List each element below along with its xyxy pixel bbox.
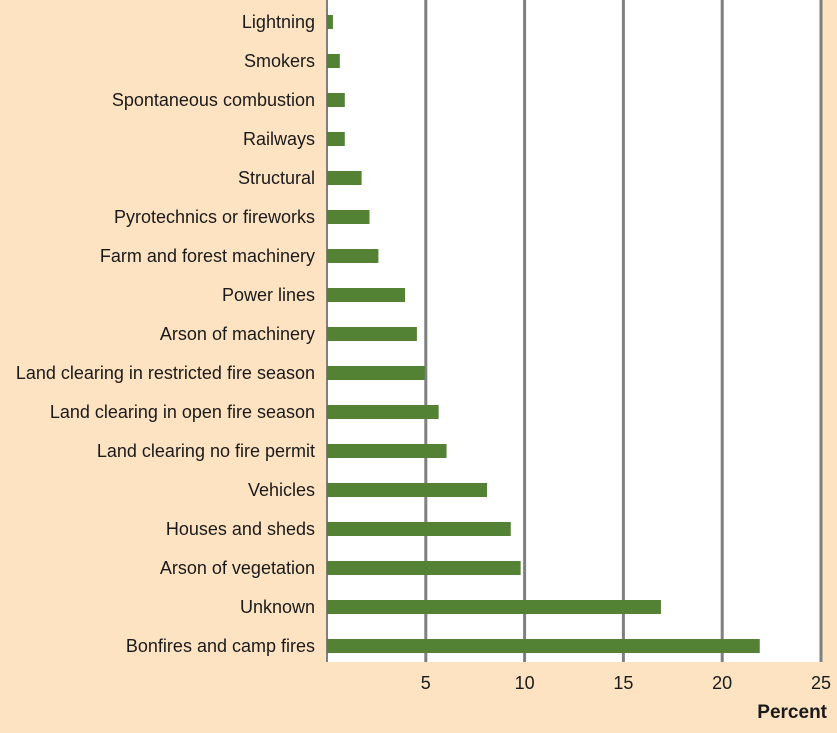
category-label: Land clearing no fire permit bbox=[97, 441, 315, 461]
bars bbox=[327, 15, 760, 653]
category-label: Bonfires and camp fires bbox=[126, 636, 315, 656]
x-tick-label: 15 bbox=[613, 673, 633, 693]
category-label: Power lines bbox=[222, 285, 315, 305]
bar bbox=[327, 639, 760, 653]
bar bbox=[327, 444, 447, 458]
bar bbox=[327, 327, 417, 341]
x-tick-label: 5 bbox=[421, 673, 431, 693]
bar bbox=[327, 600, 661, 614]
bar bbox=[327, 132, 345, 146]
bar bbox=[327, 93, 345, 107]
category-label: Unknown bbox=[240, 597, 315, 617]
bar bbox=[327, 561, 521, 575]
x-axis-title: Percent bbox=[757, 702, 827, 723]
category-label: Spontaneous combustion bbox=[112, 90, 315, 110]
bar bbox=[327, 15, 333, 29]
bar bbox=[327, 210, 370, 224]
x-tick-label: 10 bbox=[515, 673, 535, 693]
category-labels: Lightning Smokers Spontaneous combustion Ra… bbox=[16, 12, 315, 656]
bar bbox=[327, 288, 406, 302]
category-label: Land clearing in open fire season bbox=[50, 402, 315, 422]
category-label: Vehicles bbox=[248, 480, 315, 500]
bar bbox=[327, 249, 379, 263]
category-label: Houses and sheds bbox=[166, 519, 315, 539]
category-label: Pyrotechnics or fireworks bbox=[114, 207, 315, 227]
category-label: Arson of vegetation bbox=[160, 558, 315, 578]
category-label: Structural bbox=[238, 168, 315, 188]
category-label: Smokers bbox=[244, 51, 315, 71]
category-label: Farm and forest machinery bbox=[100, 246, 315, 266]
tick-labels: 5 10 15 20 25 bbox=[421, 673, 831, 693]
x-tick-label: 20 bbox=[712, 673, 732, 693]
category-label: Lightning bbox=[242, 12, 315, 32]
bar bbox=[327, 483, 488, 497]
category-label: Land clearing in restricted fire season bbox=[16, 363, 315, 383]
x-tick-label: 25 bbox=[811, 673, 831, 693]
bar bbox=[327, 54, 340, 68]
bar bbox=[327, 522, 511, 536]
category-label: Arson of machinery bbox=[160, 324, 315, 344]
bar bbox=[327, 366, 425, 380]
bar bbox=[327, 405, 439, 419]
category-label: Railways bbox=[243, 129, 315, 149]
bar bbox=[327, 171, 362, 185]
